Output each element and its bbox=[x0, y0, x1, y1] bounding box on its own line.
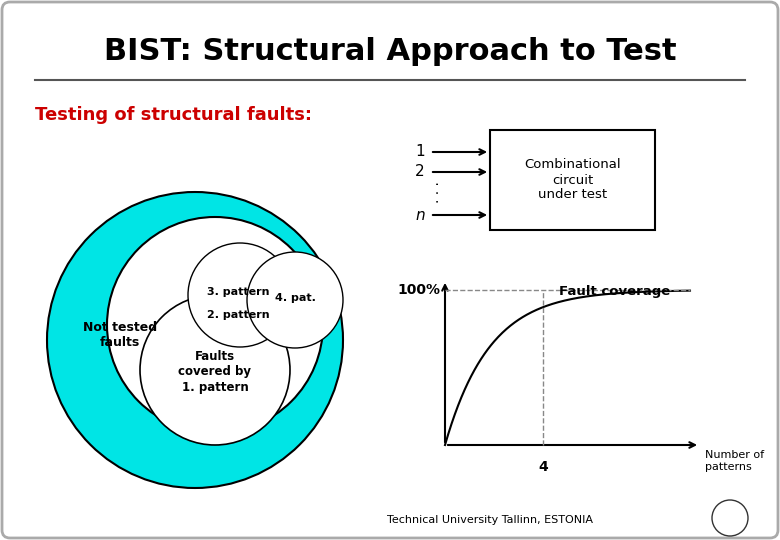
Text: Number of
patterns: Number of patterns bbox=[705, 450, 764, 471]
Text: 3. pattern: 3. pattern bbox=[207, 287, 269, 297]
Circle shape bbox=[140, 295, 290, 445]
Text: Faults
covered by
1. pattern: Faults covered by 1. pattern bbox=[179, 350, 251, 394]
Circle shape bbox=[107, 217, 323, 433]
Circle shape bbox=[188, 243, 292, 347]
Text: Fault coverage: Fault coverage bbox=[558, 285, 670, 298]
Circle shape bbox=[247, 252, 343, 348]
Text: BIST: Structural Approach to Test: BIST: Structural Approach to Test bbox=[104, 37, 676, 66]
Text: 100%: 100% bbox=[397, 283, 440, 297]
Text: Combinational
circuit
under test: Combinational circuit under test bbox=[524, 159, 621, 201]
Text: 2: 2 bbox=[416, 165, 425, 179]
Text: 4. pat.: 4. pat. bbox=[275, 293, 315, 303]
FancyBboxPatch shape bbox=[490, 130, 655, 230]
Text: 2. pattern: 2. pattern bbox=[207, 310, 269, 320]
Text: n: n bbox=[416, 207, 425, 222]
Text: 4: 4 bbox=[538, 460, 548, 474]
Text: Testing of structural faults:: Testing of structural faults: bbox=[35, 106, 312, 124]
Text: Not tested
faults: Not tested faults bbox=[83, 321, 157, 349]
Text: . . .: . . . bbox=[428, 181, 442, 203]
Text: 1: 1 bbox=[416, 145, 425, 159]
Text: Technical University Tallinn, ESTONIA: Technical University Tallinn, ESTONIA bbox=[387, 515, 593, 525]
Circle shape bbox=[47, 192, 343, 488]
